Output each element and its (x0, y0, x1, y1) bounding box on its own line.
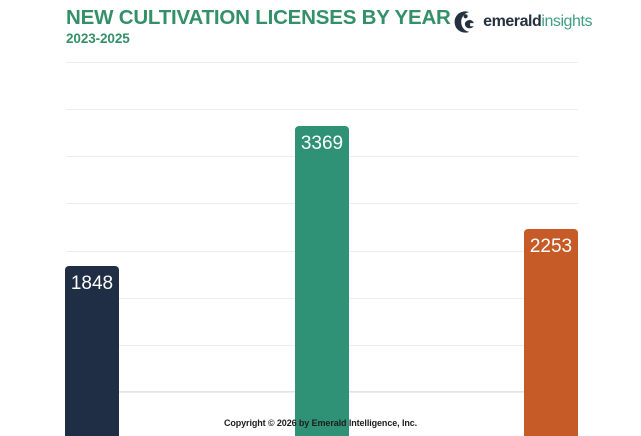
bar-group-2025[interactable]: 18482025 (65, 44, 119, 436)
bar-2024[interactable] (295, 126, 349, 436)
bar-value-label-2024: 3369 (300, 133, 344, 154)
logo-word-secondary: insights (541, 13, 592, 30)
bar-group-2023[interactable]: 22532023 (524, 44, 578, 436)
bar-2023[interactable] (524, 229, 578, 436)
bar-value-label-2025: 1848 (70, 273, 114, 294)
logo-wordmark: emeraldinsights (483, 14, 592, 30)
emerald-crescent-logo-icon (454, 11, 475, 33)
logo-word-primary: emerald (483, 13, 542, 30)
page-subtitle: 2023-2025 (66, 30, 130, 46)
bar-group-2024[interactable]: 33692024 (295, 44, 349, 436)
page-title: NEW CULTIVATION LICENSES BY YEAR (66, 6, 451, 29)
brand-logo: emeraldinsights (453, 10, 592, 34)
copyright-text: Copyright © 2026 by Emerald Intelligence… (223, 418, 418, 428)
footer: Copyright © 2026 by Emerald Intelligence… (0, 418, 641, 428)
bar-2025[interactable] (65, 266, 119, 436)
title-block: NEW CULTIVATION LICENSES BY YEAR 2023-20… (66, 7, 451, 47)
header: NEW CULTIVATION LICENSES BY YEAR 2023-20… (0, 0, 641, 58)
bar-value-label-2023: 2253 (529, 236, 573, 257)
